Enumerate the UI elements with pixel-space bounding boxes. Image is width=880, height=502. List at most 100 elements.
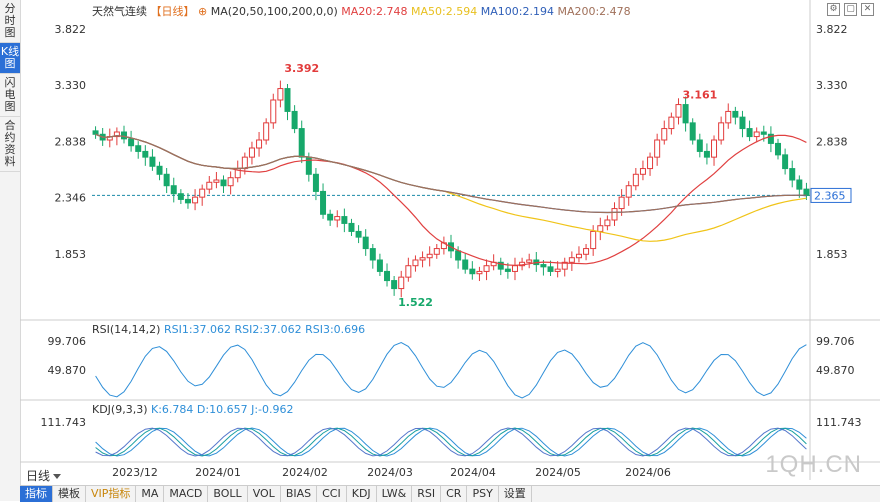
- candle-body: [320, 190, 327, 215]
- kline-chart[interactable]: 3.822 3.330 2.838 2.346 1.853 3.822 3.330 2.83…: [20, 0, 880, 480]
- candle-body: [725, 110, 732, 124]
- ma50-value: MA50:2.594: [411, 5, 478, 18]
- tab-flash[interactable]: 闪电图: [0, 74, 20, 117]
- x-axis-label: 2024/01: [195, 466, 241, 479]
- candle-body: [355, 230, 362, 238]
- tab-rsi[interactable]: RSI: [412, 486, 442, 502]
- candle-body: [483, 265, 490, 272]
- tab-boll[interactable]: BOLL: [208, 486, 248, 502]
- candle-body: [149, 156, 156, 167]
- add-icon[interactable]: ⊕: [198, 5, 208, 18]
- tab-psy[interactable]: PSY: [467, 486, 499, 502]
- candle-body: [184, 198, 191, 204]
- tab-template[interactable]: 模板: [53, 486, 86, 502]
- kdj-j-value: J:-0.962: [251, 403, 294, 416]
- tab-indicator[interactable]: 指标: [20, 486, 53, 502]
- candle-body: [199, 188, 206, 198]
- tab-ma[interactable]: MA: [136, 486, 165, 502]
- tab-timeshare[interactable]: 分时图: [0, 0, 20, 43]
- right-price-tick-label: 3.330: [816, 79, 848, 92]
- watermark-logo: 1QH.CN: [765, 451, 862, 478]
- right-price-tick-label: 2.838: [816, 135, 848, 148]
- x-axis-label: 2024/06: [625, 466, 671, 479]
- tab-cci[interactable]: CCI: [317, 486, 347, 502]
- tab-macd[interactable]: MACD: [164, 486, 209, 502]
- candle-body: [291, 110, 298, 130]
- ma20-value: MA20:2.748: [341, 5, 408, 18]
- candle-body: [753, 131, 760, 138]
- close-icon[interactable]: ✕: [861, 3, 874, 16]
- candle-body: [241, 156, 248, 170]
- candle-body: [220, 179, 227, 187]
- candle-body: [604, 219, 611, 227]
- kdj-legend: KDJ(9,3,3) K:6.784 D:10.657 J:-0.962: [92, 403, 294, 416]
- candle-body: [476, 270, 483, 275]
- window-icon[interactable]: ▢: [844, 3, 857, 16]
- candle-body: [611, 208, 618, 221]
- low-label: 1.522: [398, 296, 433, 309]
- rsi-panel: 99.706 99.706 49.870 49.870: [48, 335, 855, 399]
- current-price-label: 2.365: [814, 189, 846, 202]
- candle-body: [135, 145, 142, 152]
- candle-body: [142, 150, 149, 158]
- candle-body: [277, 88, 284, 101]
- kdj-line: [95, 427, 807, 457]
- candle-body: [163, 173, 170, 187]
- x-axis-label: 2024/03: [367, 466, 413, 479]
- tab-contract-info[interactable]: 合约资料: [0, 117, 20, 172]
- candle-body: [426, 253, 433, 259]
- candle-body: [128, 138, 135, 147]
- tab-kline[interactable]: K线图: [0, 43, 20, 74]
- tab-cr[interactable]: CR: [441, 486, 468, 502]
- candle-body: [298, 128, 305, 158]
- candle-body: [312, 173, 319, 192]
- period-selector[interactable]: 日线: [26, 467, 61, 484]
- tab-vip-indicator[interactable]: VIP指标: [86, 486, 137, 502]
- tab-kdj[interactable]: KDJ: [347, 486, 377, 502]
- ma100-value: MA100:2.194: [480, 5, 554, 18]
- candle-body: [796, 179, 803, 190]
- candle-body: [618, 196, 625, 210]
- candle-body: [263, 122, 270, 141]
- candle-body: [668, 116, 675, 130]
- settings-icon[interactable]: ⚙: [827, 3, 840, 16]
- rsi-legend: RSI(14,14,2) RSI1:37.062 RSI2:37.062 RSI…: [92, 323, 365, 336]
- candle-body: [739, 116, 746, 130]
- candle-body: [661, 128, 668, 141]
- tab-settings[interactable]: 设置: [499, 486, 532, 502]
- candle-body: [703, 150, 710, 158]
- candle-body: [782, 154, 789, 170]
- candle-body: [227, 177, 234, 187]
- extreme-labels: 3.392 3.161 1.522: [284, 62, 717, 309]
- candle-body: [575, 253, 582, 259]
- price-tick-label: 3.330: [55, 79, 87, 92]
- right-price-tick-label: 1.853: [816, 248, 848, 261]
- candle-body: [213, 179, 220, 183]
- candle-body: [504, 268, 511, 272]
- candle-body: [348, 222, 355, 232]
- candle-body: [497, 261, 504, 270]
- left-bottom-corner: [0, 485, 20, 501]
- price-tick-label: 2.346: [55, 192, 87, 205]
- chart-grid: 2.365: [20, 0, 880, 480]
- candle-body: [384, 270, 391, 282]
- moving-averages: [95, 133, 807, 266]
- candle-body: [597, 225, 604, 232]
- candle-body: [113, 131, 120, 138]
- candles: [92, 80, 810, 298]
- chart-area[interactable]: 3.822 3.330 2.838 2.346 1.853 3.822 3.330 2.83…: [20, 0, 880, 480]
- tab-vol[interactable]: VOL: [248, 486, 281, 502]
- current-price-tag: [810, 187, 852, 203]
- rsi-line: [95, 341, 807, 399]
- candle-body: [526, 259, 533, 263]
- left-price-axis: 3.822 3.330 2.838 2.346 1.853: [55, 23, 87, 261]
- candle-body: [462, 259, 469, 270]
- candle-body: [511, 265, 518, 272]
- tab-bias[interactable]: BIAS: [281, 486, 318, 502]
- candle-body: [767, 133, 774, 144]
- x-axis-label: 2024/05: [535, 466, 581, 479]
- tab-lw[interactable]: LW&: [377, 486, 413, 502]
- candle-body: [760, 131, 767, 135]
- kdj-d-value: D:10.657: [196, 403, 248, 416]
- candle-body: [192, 196, 199, 204]
